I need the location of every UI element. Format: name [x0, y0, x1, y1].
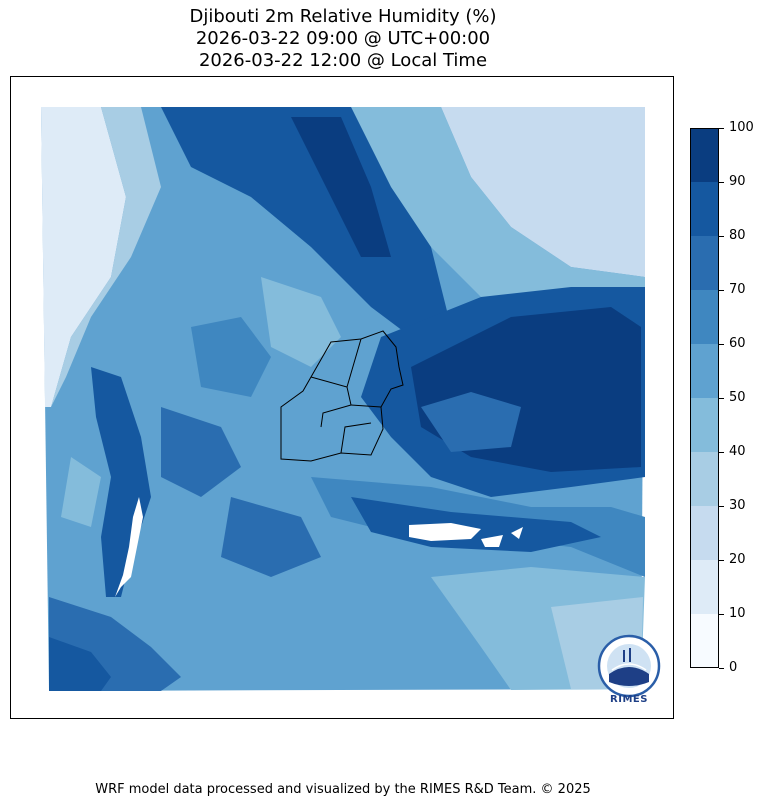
missing-data-south	[409, 523, 481, 541]
south-moist-strip	[351, 497, 601, 552]
colorbar-segment	[690, 560, 719, 614]
central-patch-a	[191, 317, 271, 397]
colorbar-segment	[690, 344, 719, 398]
north-moist-arm	[161, 107, 451, 337]
central-light-patch	[261, 277, 341, 367]
title-utc-time: 2026-03-22 09:00 @ UTC+00:00	[195, 28, 491, 49]
southwest-moist-core	[49, 637, 111, 691]
district-line-c	[346, 338, 362, 388]
colorbar-tick	[719, 452, 724, 453]
footer-credit: WRF model data processed and visualized …	[95, 782, 591, 797]
logo-text: RIMES	[610, 694, 648, 705]
colorbar-tick	[719, 236, 724, 237]
colorbar-tick-label: 50	[729, 390, 746, 405]
colorbar-tick-label: 90	[729, 174, 746, 189]
colorbar-tick	[719, 290, 724, 291]
djibouti-border	[280, 330, 404, 462]
gulf-inner-patch	[421, 392, 521, 452]
colorbar-tick-label: 60	[729, 336, 746, 351]
rimes-logo-icon	[597, 634, 661, 698]
map-title: Djibouti 2m Relative Humidity (%) 2026-0…	[0, 6, 686, 72]
colorbar-scale	[690, 128, 719, 668]
missing-data-southeast	[481, 535, 503, 547]
mid-west-light-patch	[61, 457, 101, 527]
title-local-time: 2026-03-22 12:00 @ Local Time	[198, 50, 488, 71]
colorbar-segment	[690, 614, 719, 668]
colorbar-segment	[690, 452, 719, 506]
colorbar-tick-label: 0	[729, 660, 738, 675]
colorbar-tick	[719, 344, 724, 345]
northeast-band	[351, 107, 645, 317]
west-light-band	[51, 107, 161, 407]
colorbar-segment	[690, 506, 719, 560]
north-moist-core	[291, 117, 391, 257]
colorbar-segment	[690, 236, 719, 290]
title-variable: Djibouti 2m Relative Humidity (%)	[189, 6, 497, 27]
colorbar-segments	[690, 128, 719, 668]
colorbar-tick-label: 20	[729, 552, 746, 567]
central-patch-c	[221, 497, 321, 577]
colorbar	[690, 128, 719, 668]
colorbar-segment	[690, 128, 719, 182]
colorbar-outline	[690, 128, 719, 668]
colorbar-segment	[690, 290, 719, 344]
colorbar-tick	[719, 560, 724, 561]
colorbar-tick-label: 10	[729, 606, 746, 621]
colorbar-tick-label: 100	[729, 120, 754, 135]
djibouti-outline	[280, 330, 404, 462]
colorbar-tick	[719, 128, 724, 129]
colorbar-tick-label: 70	[729, 282, 746, 297]
missing-data-west	[115, 497, 143, 597]
humidity-map	[41, 107, 645, 691]
colorbar-tick	[719, 668, 724, 669]
map-panel	[10, 76, 674, 719]
colorbar-tick-label: 40	[729, 444, 746, 459]
district-line-d	[340, 422, 372, 454]
district-line-b	[350, 404, 382, 408]
central-patch-b	[161, 407, 241, 497]
colorbar-tick	[719, 614, 724, 615]
northeast-dry-zone	[441, 107, 645, 277]
colorbar-tick-label: 30	[729, 498, 746, 513]
missing-data-east	[511, 527, 523, 539]
colorbar-segment	[690, 398, 719, 452]
colorbar-tick	[719, 398, 724, 399]
colorbar-tick	[719, 506, 724, 507]
west-dry-zone	[41, 107, 126, 407]
colorbar-tick-label: 80	[729, 228, 746, 243]
colorbar-tick	[719, 182, 724, 183]
colorbar-segment	[690, 182, 719, 236]
